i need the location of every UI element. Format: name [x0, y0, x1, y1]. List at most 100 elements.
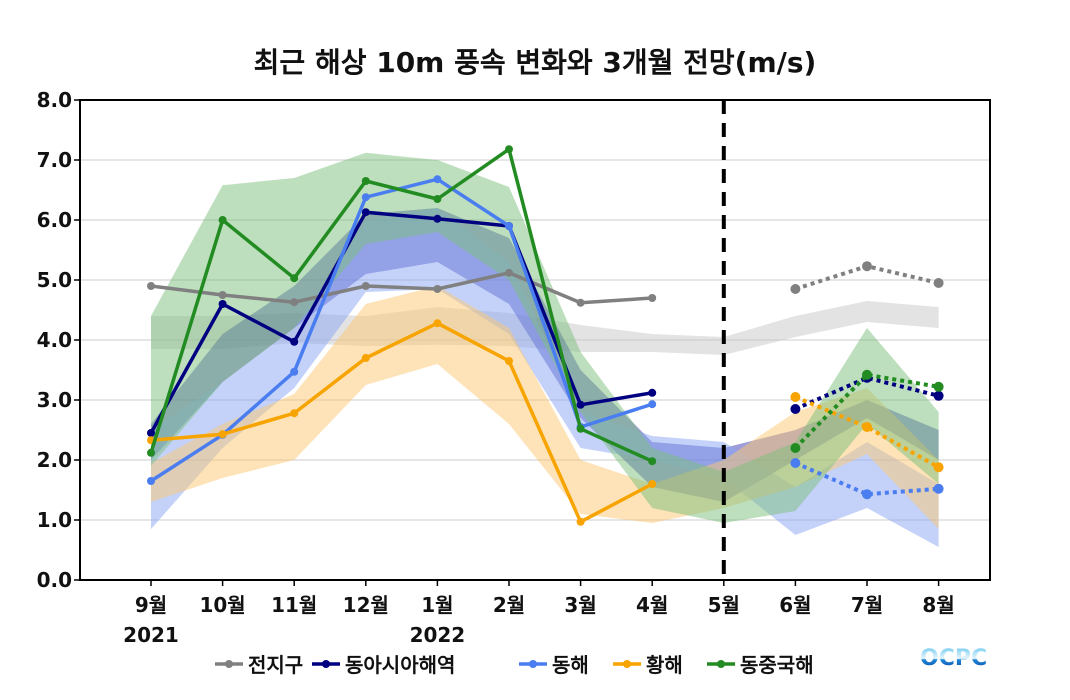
- x-axis: 9월 10월 11월 12월 1월 2월 3월 4월 5월 6월 7월 8월 2021 2022: [123, 580, 955, 647]
- legend-swatch-marker: [225, 660, 233, 668]
- forecast-point: [862, 489, 872, 500]
- observed-line: [150, 321, 654, 524]
- forecast-point: [933, 462, 944, 473]
- observed-point: [218, 291, 227, 299]
- y-tick-label: 3.0: [37, 388, 72, 412]
- observed-point: [505, 357, 513, 365]
- observed-point: [361, 177, 370, 185]
- observed-point: [433, 195, 442, 203]
- x-tick-label: 7월: [851, 593, 883, 617]
- forecast-point: [862, 261, 872, 272]
- forecast-line: [794, 461, 939, 497]
- forecast-point: [862, 422, 872, 432]
- observed-point: [505, 222, 513, 230]
- legend-swatch-marker: [529, 660, 537, 668]
- observed-point: [218, 430, 227, 439]
- observed-point: [361, 354, 370, 362]
- observed-point: [147, 282, 155, 290]
- legend-swatch-marker: [322, 660, 330, 668]
- forecast-point: [790, 284, 801, 294]
- y-tick-label: 0.0: [37, 568, 72, 592]
- observed-point: [361, 208, 370, 217]
- observed-point: [218, 300, 227, 308]
- observed-point: [147, 429, 155, 437]
- observed-point: [505, 145, 513, 154]
- series-lines: [147, 145, 944, 526]
- observed-point: [433, 175, 442, 184]
- observed-point: [290, 274, 299, 283]
- legend-label: 황해: [646, 653, 683, 677]
- forecast-point: [862, 369, 872, 380]
- observed-line: [149, 147, 653, 463]
- forecast-point: [933, 390, 944, 401]
- observed-point: [648, 400, 657, 409]
- legend-label: 전지구: [248, 653, 303, 677]
- y-tick-label: 1.0: [37, 508, 72, 532]
- y-tick-label: 2.0: [37, 448, 72, 472]
- observed-point: [648, 480, 657, 488]
- x-tick-label: 4월: [636, 593, 668, 617]
- observed-point: [648, 388, 657, 397]
- x-tick-label: 10월: [199, 593, 245, 617]
- chart-title: 최근 해상 10m 풍속 변화와 3개월 전망(m/s): [254, 46, 817, 79]
- forecast-line: [794, 395, 940, 469]
- x-tick-label: 5월: [708, 593, 740, 617]
- forecast-line: [793, 372, 939, 450]
- normal-bands: [151, 152, 939, 547]
- observed-point: [576, 400, 585, 409]
- legend-label: 동해: [552, 653, 589, 677]
- observed-point: [505, 268, 513, 277]
- observed-point: [576, 424, 585, 433]
- legend: 전지구 동아시아해역 동해 황해 동중국해: [215, 653, 814, 677]
- forecast-point: [790, 392, 801, 402]
- x-tick-label: 12월: [343, 593, 389, 617]
- forecast-point: [790, 458, 801, 468]
- forecast-line: [794, 375, 940, 411]
- ocpc-logo: OCPC: [920, 646, 987, 671]
- observed-point: [290, 409, 299, 418]
- forecast-point: [933, 381, 944, 392]
- observed-point: [648, 457, 657, 466]
- observed-point: [433, 285, 442, 293]
- observed-point: [433, 214, 442, 223]
- legend-swatch-marker: [623, 660, 631, 668]
- year-label: 2021: [123, 623, 179, 647]
- y-tick-label: 4.0: [37, 328, 72, 352]
- y-tick-label: 7.0: [37, 148, 72, 172]
- forecast-point: [790, 443, 801, 453]
- x-tick-label: 3월: [564, 593, 596, 617]
- x-tick-label: 11월: [271, 593, 317, 617]
- observed-point: [576, 298, 585, 307]
- observed-point: [218, 216, 227, 224]
- x-tick-label: 8월: [922, 593, 954, 617]
- x-tick-label: 6월: [779, 593, 811, 617]
- x-tick-label: 2월: [493, 593, 525, 617]
- observed-point: [433, 319, 442, 328]
- logo-text: OCPC: [920, 646, 987, 671]
- forecast-point: [933, 483, 944, 494]
- legend-label: 동아시아해역: [345, 653, 455, 677]
- y-axis: 0.0 1.0 2.0 3.0 4.0 5.0 6.0 7.0 8.0: [37, 88, 80, 592]
- legend-swatch-marker: [717, 660, 725, 668]
- x-tick-label: 1월: [421, 593, 453, 617]
- y-tick-label: 8.0: [37, 88, 72, 112]
- y-tick-label: 5.0: [37, 268, 72, 292]
- observed-point: [290, 367, 299, 376]
- observed-point: [290, 298, 299, 307]
- forecast-point: [933, 278, 944, 288]
- observed-point: [648, 294, 657, 302]
- x-tick-label: 9월: [135, 593, 167, 617]
- forecast-point: [790, 404, 801, 414]
- observed-point: [576, 517, 585, 526]
- year-label: 2022: [410, 623, 466, 647]
- observed-point: [147, 448, 155, 457]
- observed-point: [361, 193, 370, 202]
- observed-line: [150, 271, 653, 305]
- observed-point: [290, 337, 299, 346]
- observed-line: [149, 210, 653, 434]
- observed-point: [147, 477, 155, 485]
- legend-label: 동중국해: [740, 653, 814, 677]
- observed-point: [361, 282, 370, 290]
- y-tick-label: 6.0: [37, 208, 72, 232]
